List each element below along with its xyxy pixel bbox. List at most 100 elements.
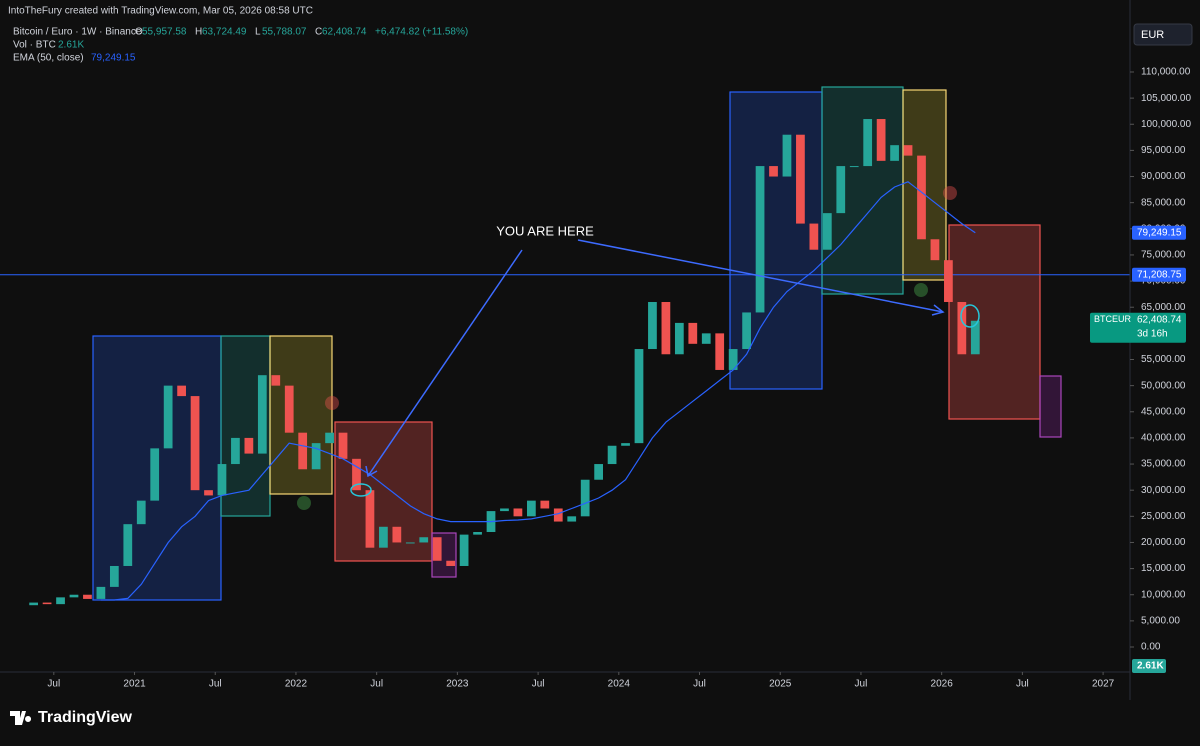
arrow-head	[931, 304, 945, 316]
dot	[943, 186, 957, 200]
x-tick-label: Jul	[693, 679, 706, 690]
footer	[0, 700, 1200, 741]
candle-body	[728, 349, 738, 370]
candle-body	[96, 586, 106, 599]
ohlc-item: 63,724.49	[202, 27, 247, 38]
candle-body	[769, 166, 778, 177]
x-tick-label: Jul	[47, 679, 60, 690]
candle-body	[83, 594, 92, 599]
candle-body	[903, 145, 913, 156]
last-price-badge	[1090, 312, 1186, 343]
annotations	[350, 239, 980, 497]
y-tick-label: 50,000.00	[1141, 380, 1186, 391]
circle-note	[350, 483, 372, 497]
ohlc-item: 55,957.58	[142, 27, 187, 38]
candle-body	[69, 594, 79, 598]
y-tick-label: 55,000.00	[1141, 354, 1186, 365]
candle-body	[674, 322, 684, 355]
x-tick-label: Jul	[370, 679, 383, 690]
volume-badge-label: 2.61K	[1137, 661, 1164, 672]
x-tick-label: 2024	[608, 679, 631, 690]
price-badge	[1132, 267, 1186, 282]
candle-body	[607, 445, 617, 465]
candle-body	[257, 375, 267, 454]
x-tick-label: Jul	[855, 679, 868, 690]
x-tick-label: 2023	[446, 679, 469, 690]
candle-body	[190, 396, 200, 491]
x-tick-label: Jul	[1016, 679, 1029, 690]
candle-body	[217, 464, 227, 496]
candle-body	[473, 532, 482, 535]
price-badge-label: 71,208.75	[1137, 269, 1182, 280]
candle-body	[782, 134, 792, 177]
candle-body	[338, 432, 348, 459]
y-tick-label: 75,000.00	[1141, 250, 1186, 261]
candle-body	[715, 333, 725, 370]
y-tick-label: 10,000.00	[1141, 589, 1186, 600]
candle-body	[526, 500, 536, 517]
candle-body	[930, 239, 940, 261]
candle-body	[405, 542, 415, 544]
dot	[297, 496, 311, 510]
candle-body	[553, 508, 563, 522]
volume-value: 2.61K	[58, 40, 84, 51]
candle-body	[392, 526, 402, 543]
box	[269, 335, 333, 495]
candle-body	[648, 301, 657, 350]
currency-button[interactable]	[1133, 23, 1193, 46]
candle-body	[688, 322, 698, 344]
y-tick-label: 5,000.00	[1141, 616, 1180, 627]
candle-body	[284, 385, 294, 433]
candle-body	[849, 166, 859, 168]
candle-body	[917, 155, 926, 240]
candle-body	[594, 464, 604, 480]
countdown: 3d 16h	[1137, 328, 1168, 339]
volume-badge	[1132, 659, 1166, 673]
symbol: Bitcoin / Euro · 1W · Binance	[13, 27, 142, 38]
candle-body	[271, 375, 281, 386]
candle-body	[163, 385, 173, 449]
volume-name: Vol · BTC	[13, 40, 56, 51]
candle-body	[29, 602, 39, 606]
candle-body	[432, 537, 442, 561]
ohlc-item: 55,788.07	[262, 27, 307, 38]
candle-body	[876, 119, 886, 161]
x-tick-label: 2026	[931, 679, 954, 690]
x-tick-label: 2025	[769, 679, 792, 690]
candle-body	[177, 385, 186, 397]
y-tick-label: 40,000.00	[1141, 433, 1186, 444]
price-badge-label: 79,249.15	[1137, 227, 1182, 238]
annotation: YOU ARE HERE	[496, 223, 594, 238]
candle-body	[540, 500, 550, 509]
candle-body	[863, 119, 873, 167]
candle-body	[580, 479, 590, 517]
candle-body	[890, 145, 899, 161]
candle-body	[311, 443, 321, 470]
logo	[10, 711, 32, 725]
circle-note	[960, 304, 980, 328]
y-tick-label: 25,000.00	[1141, 511, 1186, 522]
x-tick-label: Jul	[532, 679, 545, 690]
dot	[325, 396, 339, 410]
boxes	[92, 86, 1062, 601]
candle-body	[755, 166, 765, 313]
ohlc-item: C	[315, 27, 322, 38]
currency[interactable]: EUR	[1141, 29, 1164, 41]
candle-body	[136, 500, 146, 525]
ohlc-item: 62,408.74	[322, 27, 367, 38]
y-tick-label: 45,000.00	[1141, 406, 1186, 417]
box	[1039, 375, 1062, 438]
dot	[914, 283, 928, 297]
candle-body	[621, 443, 630, 446]
candle-body	[109, 565, 119, 587]
axis-panel	[1130, 0, 1200, 700]
y-tick-label: 30,000.00	[1141, 485, 1186, 496]
candle-body	[836, 166, 846, 214]
candle-body	[944, 260, 953, 302]
candle-body	[325, 432, 334, 444]
y-tick-label: 35,000.00	[1141, 459, 1186, 470]
axes: 0.00 5,000.00 10,000.00 15,000.00 20,000.00 2…	[47, 67, 1191, 690]
candle-body	[822, 213, 832, 250]
last-symbol: BTCEUR	[1094, 314, 1132, 324]
